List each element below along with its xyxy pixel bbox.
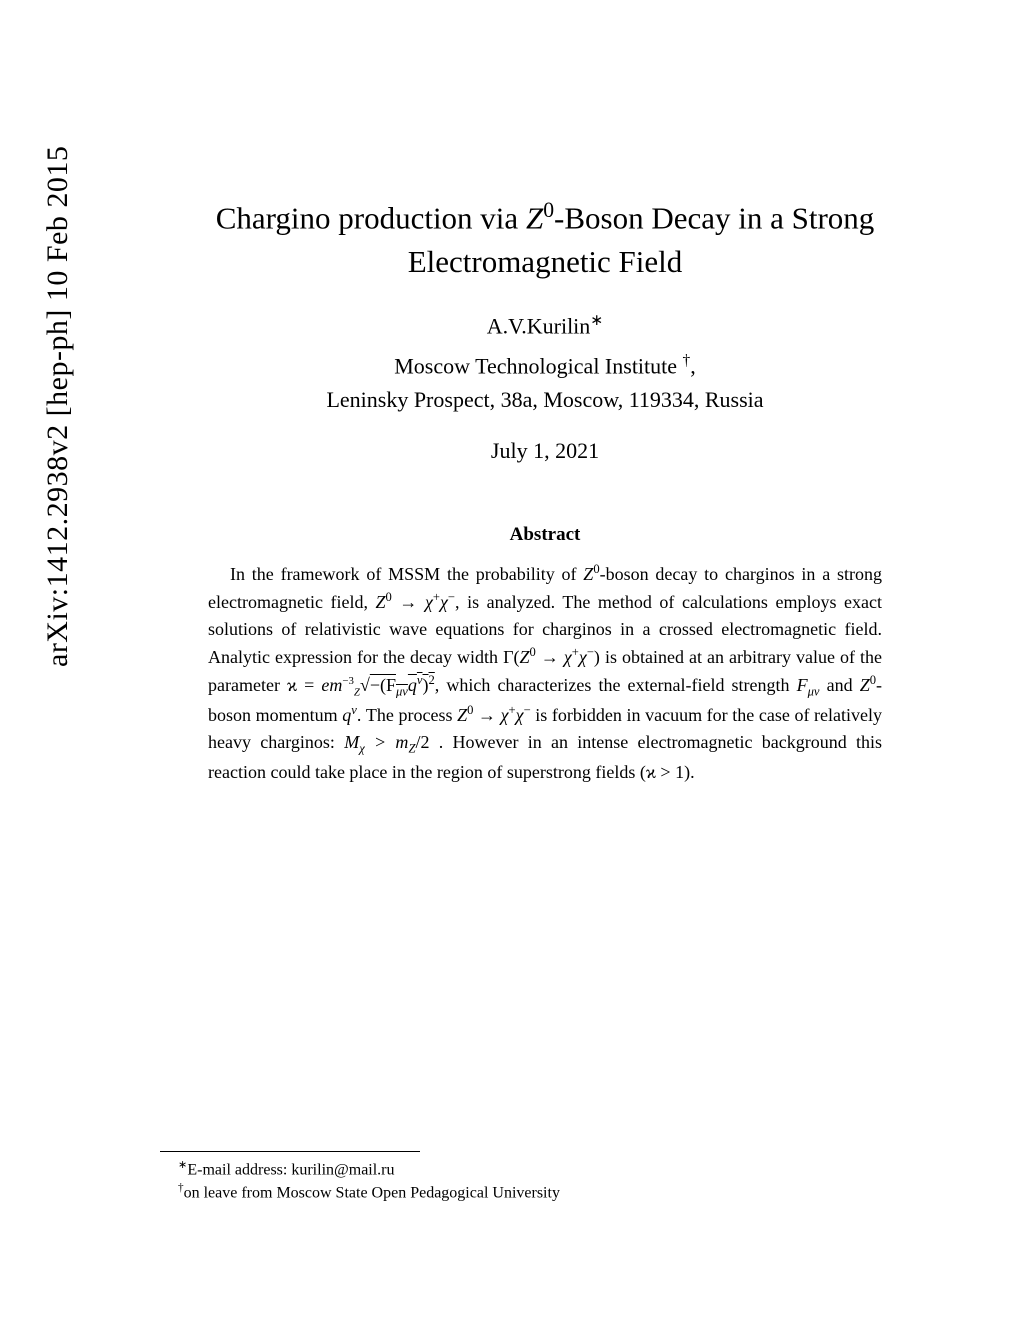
paper-title: Chargino production via Z0-Boson Decay i… <box>160 195 930 283</box>
footnotes-block: ∗E-mail address: kurilin@mail.ru †on lea… <box>160 1151 930 1205</box>
abs-z0: Z <box>583 564 593 584</box>
abs-arrow3: → χ <box>473 705 508 725</box>
paper-date: July 1, 2021 <box>160 438 930 464</box>
abs-t1: In the framework of MSSM the probability… <box>230 564 583 584</box>
footnote-2-text: on leave from Moscow State Open Pedagogi… <box>184 1185 560 1202</box>
affiliation-comma: , <box>690 354 696 379</box>
abs-chi3: χ <box>579 647 587 667</box>
title-math-z: Z <box>526 200 543 235</box>
footnote-2: †on leave from Moscow State Open Pedagog… <box>160 1181 930 1205</box>
footnote-rule <box>160 1151 420 1152</box>
footnote-1-marker: ∗ <box>178 1159 187 1171</box>
abs-z0d: Z <box>457 705 467 725</box>
abs-em: em <box>321 675 342 695</box>
abs-chi4: χ <box>516 705 524 725</box>
abs-minus3: − <box>524 703 531 717</box>
abs-plus3: + <box>509 703 516 717</box>
footnote-1: ∗E-mail address: kurilin@mail.ru <box>160 1158 930 1182</box>
affiliation-block: Moscow Technological Institute †, Lenins… <box>160 349 930 415</box>
title-sup-0: 0 <box>543 198 554 222</box>
author-name: A.V.Kurilin <box>487 313 591 338</box>
author-line: A.V.Kurilin∗ <box>160 311 930 339</box>
abs-chi2: χ <box>440 592 448 612</box>
abstract-body: In the framework of MSSM the probability… <box>208 560 882 786</box>
abs-z0b: Z <box>519 647 529 667</box>
abs-under-sqrt: −(F <box>370 675 396 695</box>
abs-arrow1: → χ <box>392 592 433 612</box>
title-part1: Chargino production via <box>216 200 526 235</box>
abs-munu2: μν <box>808 684 820 698</box>
abs-qnu2: q <box>342 705 351 725</box>
abs-minus2: − <box>587 645 594 659</box>
abs-t6: and <box>820 675 860 695</box>
abstract-heading: Abstract <box>160 524 930 546</box>
abs-z0c: Z <box>860 675 870 695</box>
abs-mchi: M <box>344 732 359 752</box>
abs-decay-z: Z <box>376 592 386 612</box>
abs-fmunu: F <box>797 675 808 695</box>
abs-munu: μν <box>396 684 408 698</box>
abs-minus: − <box>448 590 455 604</box>
title-line2: Electromagnetic Field <box>408 244 683 279</box>
title-part1b: -Boson Decay in a Strong <box>554 200 874 235</box>
abs-sqrt: √ <box>360 675 370 695</box>
arxiv-identifier: arXiv:1412.2938v2 [hep-ph] 10 Feb 2015 <box>41 146 75 667</box>
abs-m3: −3 <box>342 675 354 687</box>
author-marker: ∗ <box>590 312 603 329</box>
abs-arrow2: → χ <box>536 647 572 667</box>
abs-plus2: + <box>572 645 579 659</box>
affiliation-line1: Moscow Technological Institute <box>394 354 682 379</box>
abs-qnu: q <box>408 675 417 695</box>
footnote-1-text: E-mail address: kurilin@mail.ru <box>187 1161 394 1178</box>
abs-t5: , which characterizes the external-field… <box>435 675 797 695</box>
abs-gt: > m <box>365 732 409 752</box>
paper-content: Chargino production via Z0-Boson Decay i… <box>160 195 930 786</box>
abs-t8: . The process <box>357 705 457 725</box>
affiliation-line2: Leninsky Prospect, 38a, Moscow, 119334, … <box>326 387 763 412</box>
abs-plus: + <box>433 590 440 604</box>
